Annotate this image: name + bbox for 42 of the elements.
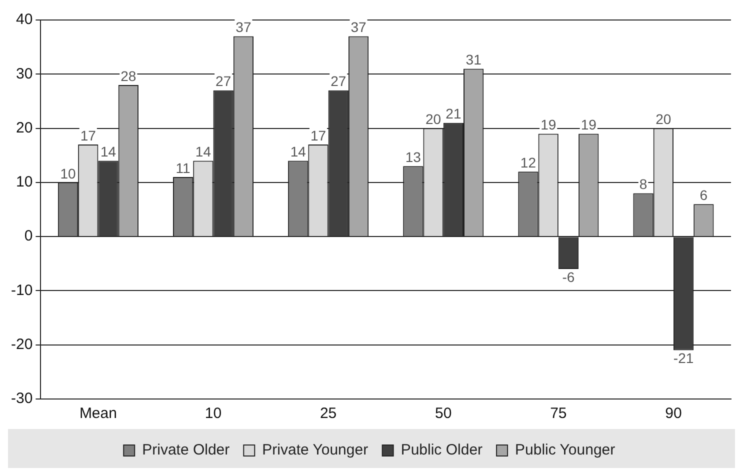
legend-label: Public Younger — [515, 442, 616, 459]
x-tick-label: 10 — [204, 405, 222, 422]
data-label: 8 — [639, 176, 648, 192]
data-label: 12 — [520, 154, 536, 170]
legend-label: Private Younger — [262, 442, 368, 459]
data-label: 14 — [100, 144, 116, 160]
legend-label: Public Older — [400, 442, 483, 459]
data-label: 21 — [446, 106, 462, 122]
data-label: 27 — [216, 73, 232, 90]
legend-label: Private Older — [142, 442, 230, 459]
data-label: 27 — [330, 73, 346, 90]
data-label: -21 — [673, 350, 694, 366]
data-label: 6 — [700, 186, 708, 203]
data-label: 13 — [405, 149, 422, 166]
y-tick-label: 0 — [24, 228, 33, 245]
data-label: 14 — [290, 144, 306, 160]
x-tick-label: 25 — [320, 405, 337, 422]
data-label: 17 — [80, 127, 96, 144]
data-label: 20 — [426, 111, 442, 128]
data-label: 37 — [350, 19, 367, 36]
data-label: 20 — [656, 111, 672, 128]
y-tick-label: -20 — [10, 336, 33, 353]
y-tick-label: 20 — [16, 119, 33, 136]
data-label: 37 — [236, 19, 252, 36]
data-label: 19 — [580, 116, 597, 133]
x-tick-label: 90 — [665, 405, 682, 422]
y-tick-label: -10 — [10, 282, 33, 299]
y-tick-label: 40 — [16, 11, 33, 28]
data-label: 11 — [176, 160, 191, 176]
y-tick-label: 10 — [16, 174, 33, 191]
x-tick-label: Mean — [79, 405, 117, 422]
y-tick-label: 30 — [16, 65, 33, 82]
data-label: 19 — [540, 116, 556, 133]
x-tick-label: 75 — [550, 405, 567, 422]
data-label: 31 — [466, 52, 482, 68]
x-tick-label: 50 — [435, 405, 452, 422]
data-label: 17 — [310, 127, 326, 144]
data-label: 28 — [120, 68, 136, 84]
data-label: -6 — [562, 268, 575, 285]
data-label: 14 — [195, 144, 212, 160]
data-label: 10 — [60, 165, 76, 182]
y-tick-label: -30 — [10, 390, 33, 408]
